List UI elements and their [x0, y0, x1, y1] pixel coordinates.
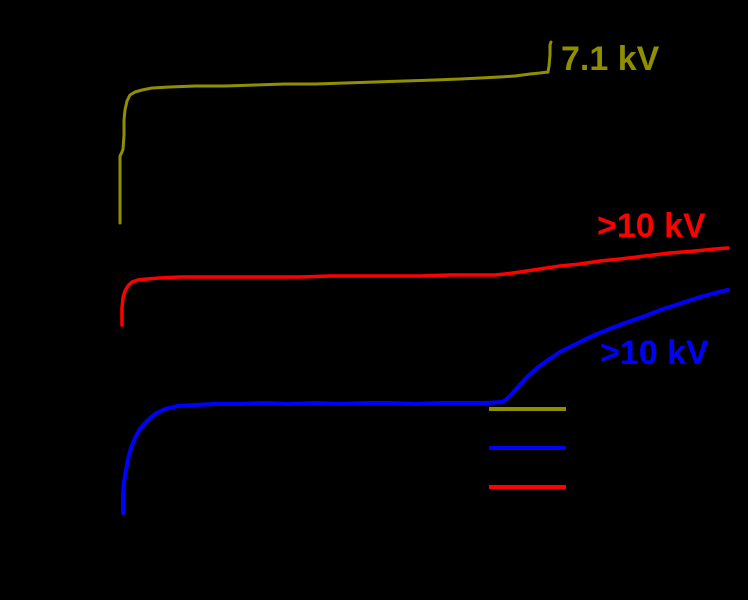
olive-curve [118, 40, 553, 225]
curve-label-red: >10 kV [597, 207, 706, 245]
blue-curve [121, 288, 730, 515]
curve-label-blue: >10 kV [600, 334, 709, 372]
red-curve [120, 246, 730, 327]
curve-label-olive: 7.1 kV [561, 40, 660, 78]
